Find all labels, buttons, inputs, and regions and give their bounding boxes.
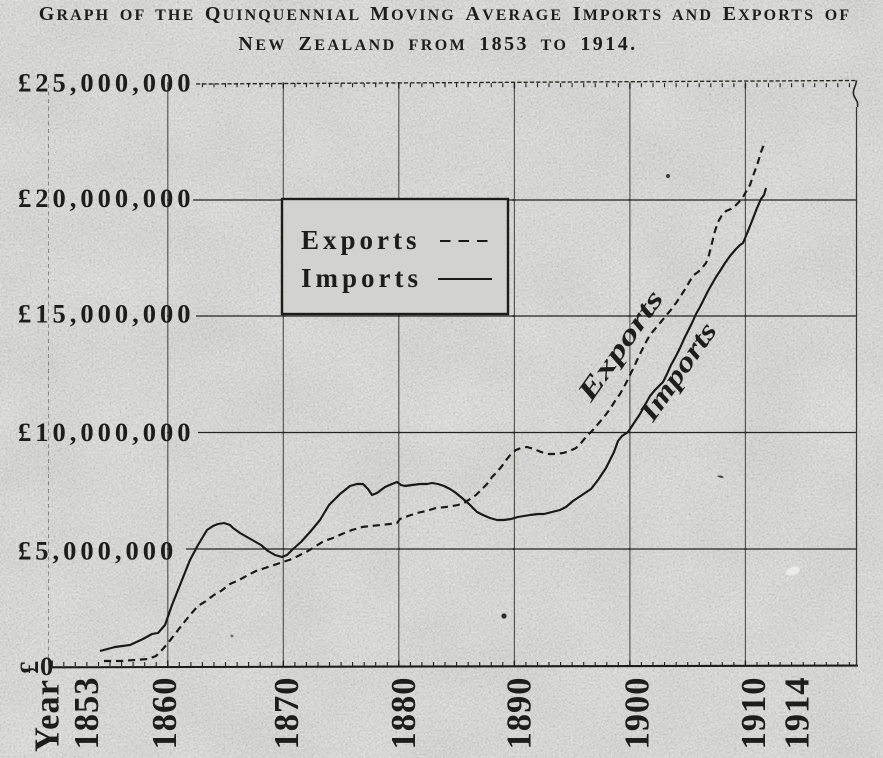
svg-text:Exports: Exports	[301, 225, 421, 255]
svg-text:1853: 1853	[68, 677, 106, 750]
svg-text:1900: 1900	[619, 677, 657, 750]
svg-text:Year: Year	[29, 679, 67, 752]
svg-text:1880: 1880	[385, 677, 423, 750]
svg-text:0: 0	[40, 651, 57, 681]
svg-text:£15,000,000: £15,000,000	[18, 299, 195, 329]
svg-text:1910: 1910	[735, 677, 773, 750]
svg-text:NEW ZEALAND FROM 1853 TO 1914.: NEW ZEALAND FROM 1853 TO 1914.	[238, 33, 637, 55]
svg-text:GRAPH OF THE QUINQUENNIAL MOVI: GRAPH OF THE QUINQUENNIAL MOVING AVERAGE…	[39, 3, 851, 25]
svg-text:£: £	[14, 657, 44, 674]
svg-text:Imports: Imports	[301, 263, 422, 293]
svg-text:1914: 1914	[779, 677, 817, 750]
svg-text:£10,000,000: £10,000,000	[18, 417, 195, 447]
svg-text:£25,000,000: £25,000,000	[18, 68, 195, 98]
svg-text:1860: 1860	[146, 677, 184, 750]
svg-text:£5,000,000: £5,000,000	[18, 536, 177, 566]
svg-text:1890: 1890	[501, 677, 539, 750]
svg-text:1870: 1870	[268, 677, 306, 750]
svg-text:£20,000,000: £20,000,000	[18, 183, 195, 213]
